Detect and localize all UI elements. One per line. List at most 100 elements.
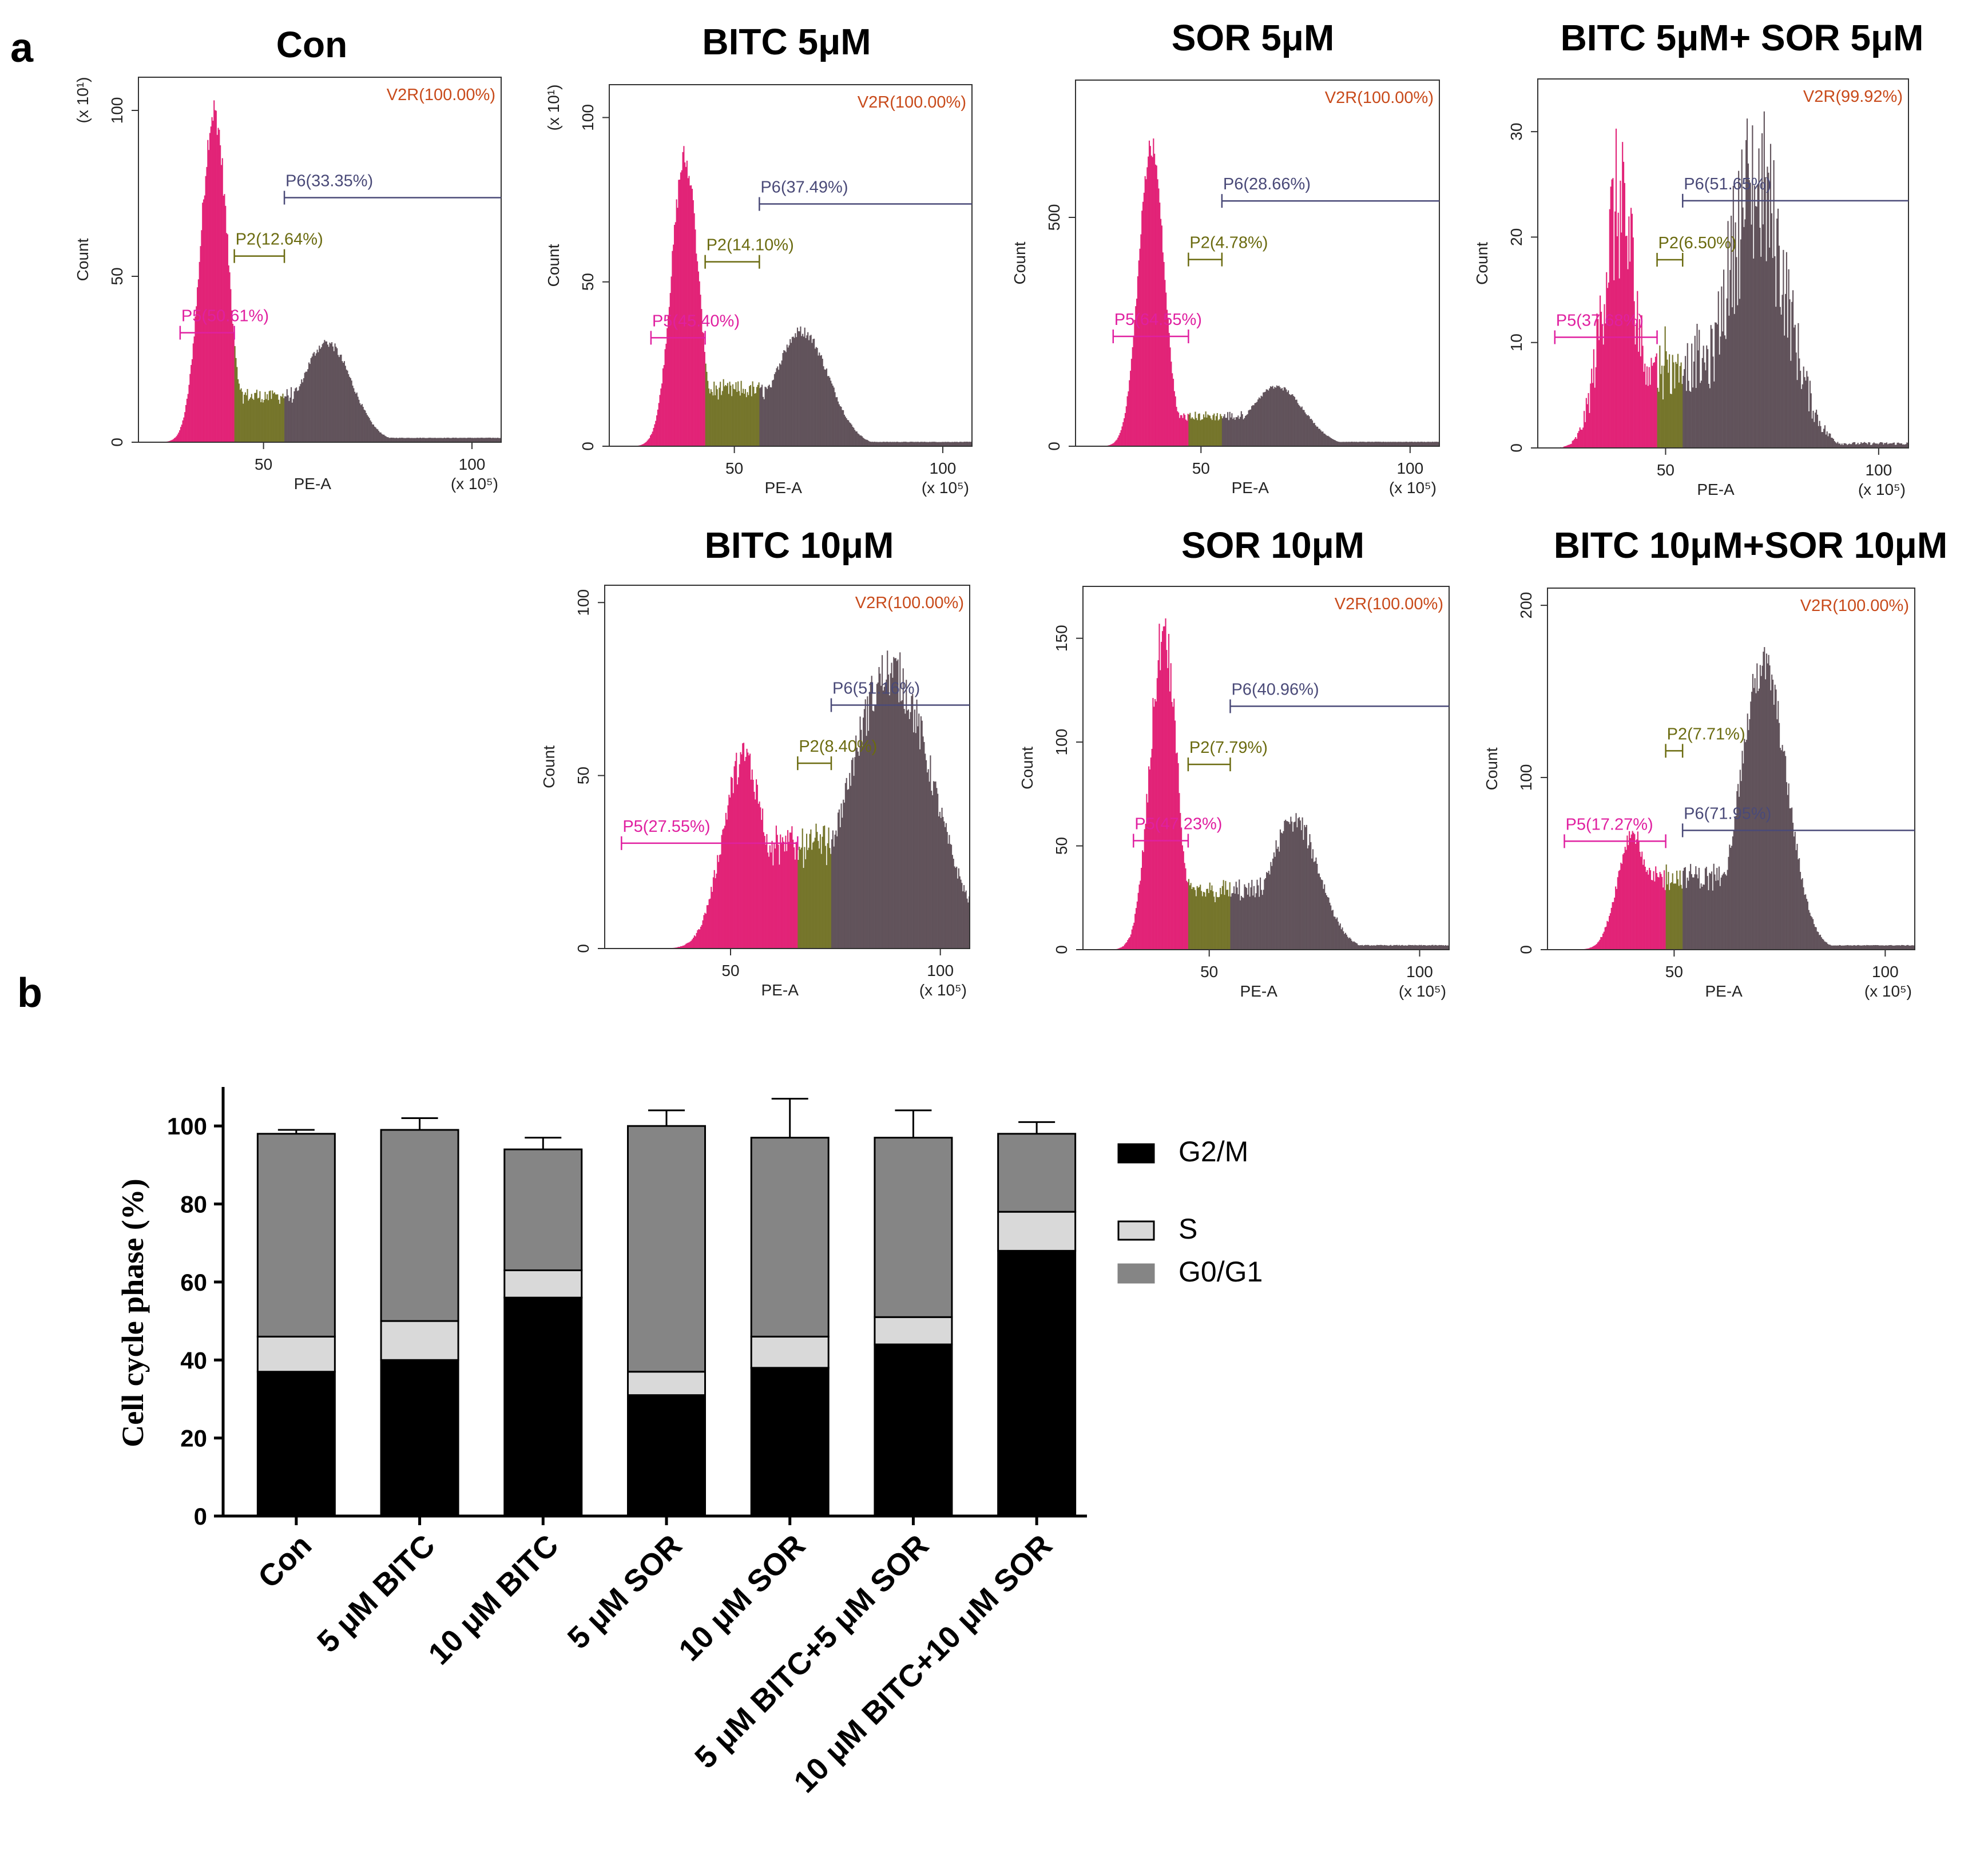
histogram-bin [1852, 442, 1854, 448]
histogram-bin [719, 387, 720, 446]
histogram-bin [915, 733, 916, 949]
histogram-bin [1895, 445, 1897, 448]
histogram-bin [733, 766, 735, 949]
histogram-bin [1157, 179, 1158, 446]
histogram-bin [1611, 179, 1613, 448]
histogram-bin [1245, 887, 1247, 950]
bar-category-label: 10 μM SOR [672, 1528, 812, 1668]
histogram-bin [1338, 925, 1340, 950]
histogram-bin [1346, 934, 1347, 950]
histogram-bin [360, 405, 362, 442]
histogram-bin [1756, 663, 1758, 950]
x-axis-multiplier: (x 10⁵) [451, 475, 498, 493]
histogram-bin [1659, 345, 1661, 448]
histogram-bin [1884, 443, 1886, 448]
histogram-bin [1639, 851, 1641, 950]
histogram-bin [372, 424, 374, 442]
histogram-bin [1578, 431, 1580, 448]
histogram-bin [1141, 867, 1142, 950]
histogram-bin [783, 350, 785, 446]
histogram-bin [305, 371, 307, 442]
histogram-bin [1823, 939, 1824, 950]
histogram-bin [280, 396, 281, 442]
histogram-bin [1833, 945, 1835, 950]
histogram-bin [848, 789, 850, 949]
gate-label-p6: P6(71.95%) [1684, 804, 1771, 823]
histogram-bin [1265, 878, 1267, 950]
histogram-bin [1300, 407, 1302, 446]
histogram-bin [1732, 185, 1734, 448]
histogram-bin [700, 295, 701, 446]
histogram-bin [395, 438, 398, 442]
histogram-bin [1760, 256, 1762, 448]
histogram-bin [1356, 943, 1358, 950]
histogram-bin [855, 431, 857, 446]
histogram-bin [1630, 834, 1632, 950]
histogram-bin [1254, 897, 1256, 950]
histogram-bin [1420, 442, 1422, 446]
histogram-bin [730, 385, 732, 446]
histogram-bin [680, 946, 682, 949]
histogram-bin [1133, 335, 1134, 446]
histogram-bin [1890, 443, 1892, 448]
histogram-bin [1164, 280, 1166, 446]
histogram-bin [1334, 439, 1335, 446]
histogram-bin [930, 442, 932, 446]
histogram-bin [1402, 945, 1403, 950]
gate-label-p2: P2(6.50%) [1658, 234, 1737, 252]
histogram-bin [1675, 362, 1677, 448]
histogram-bin [1805, 894, 1807, 950]
histogram-bin [447, 438, 449, 442]
histogram-bin [1389, 945, 1391, 950]
histogram-bin [797, 860, 799, 949]
histogram-bin [1268, 390, 1269, 446]
histogram-bin [945, 823, 947, 949]
y-tick-label: 0 [579, 442, 597, 451]
histogram-bin [1365, 442, 1367, 446]
histogram-bin [372, 424, 375, 442]
histogram-bin [1666, 884, 1668, 950]
histogram-bin [1333, 916, 1335, 950]
histogram-bin [1211, 885, 1213, 950]
histogram-bin [1831, 437, 1832, 448]
histogram-bin [1250, 887, 1252, 950]
histogram-bin [951, 844, 953, 949]
histogram-bin [1894, 445, 1896, 448]
histogram-bin [855, 735, 857, 949]
histogram-bin [1879, 945, 1880, 950]
histogram-bin [1565, 446, 1567, 448]
histogram-bin [1863, 945, 1864, 950]
y-axis-multiplier: (x 10¹) [545, 85, 562, 131]
histogram-bin [1252, 895, 1254, 950]
histogram-bin [923, 742, 925, 949]
histogram-bin [1157, 660, 1159, 950]
histogram-bin [1912, 945, 1914, 950]
histogram-bin [800, 849, 801, 949]
histogram-bin [679, 946, 681, 949]
histogram-bin [856, 747, 858, 949]
histogram-bin [780, 834, 781, 949]
histogram-bin [1859, 443, 1861, 448]
histogram-bin [1311, 858, 1313, 950]
histogram-bin [838, 809, 840, 949]
histogram-bin [1737, 305, 1739, 448]
histogram-bin [1136, 299, 1138, 446]
histogram-bin [1118, 948, 1120, 950]
histogram-bin [1370, 945, 1372, 950]
histogram-bin [390, 437, 392, 442]
histogram-bin [1729, 844, 1731, 950]
histogram-bin [1174, 396, 1176, 446]
histogram-bin [1447, 945, 1449, 950]
histogram-bin [756, 387, 758, 446]
histogram-bin [1730, 847, 1732, 950]
histogram-bin [808, 340, 810, 446]
histogram-bin [791, 336, 793, 446]
histogram-bin [1154, 164, 1157, 446]
histogram-bin [1807, 376, 1809, 448]
histogram-bin [1413, 945, 1415, 950]
histogram-bin [877, 682, 879, 949]
histogram-bin [308, 362, 310, 442]
histogram-bin [1213, 896, 1215, 950]
histogram-bin [1624, 847, 1626, 950]
